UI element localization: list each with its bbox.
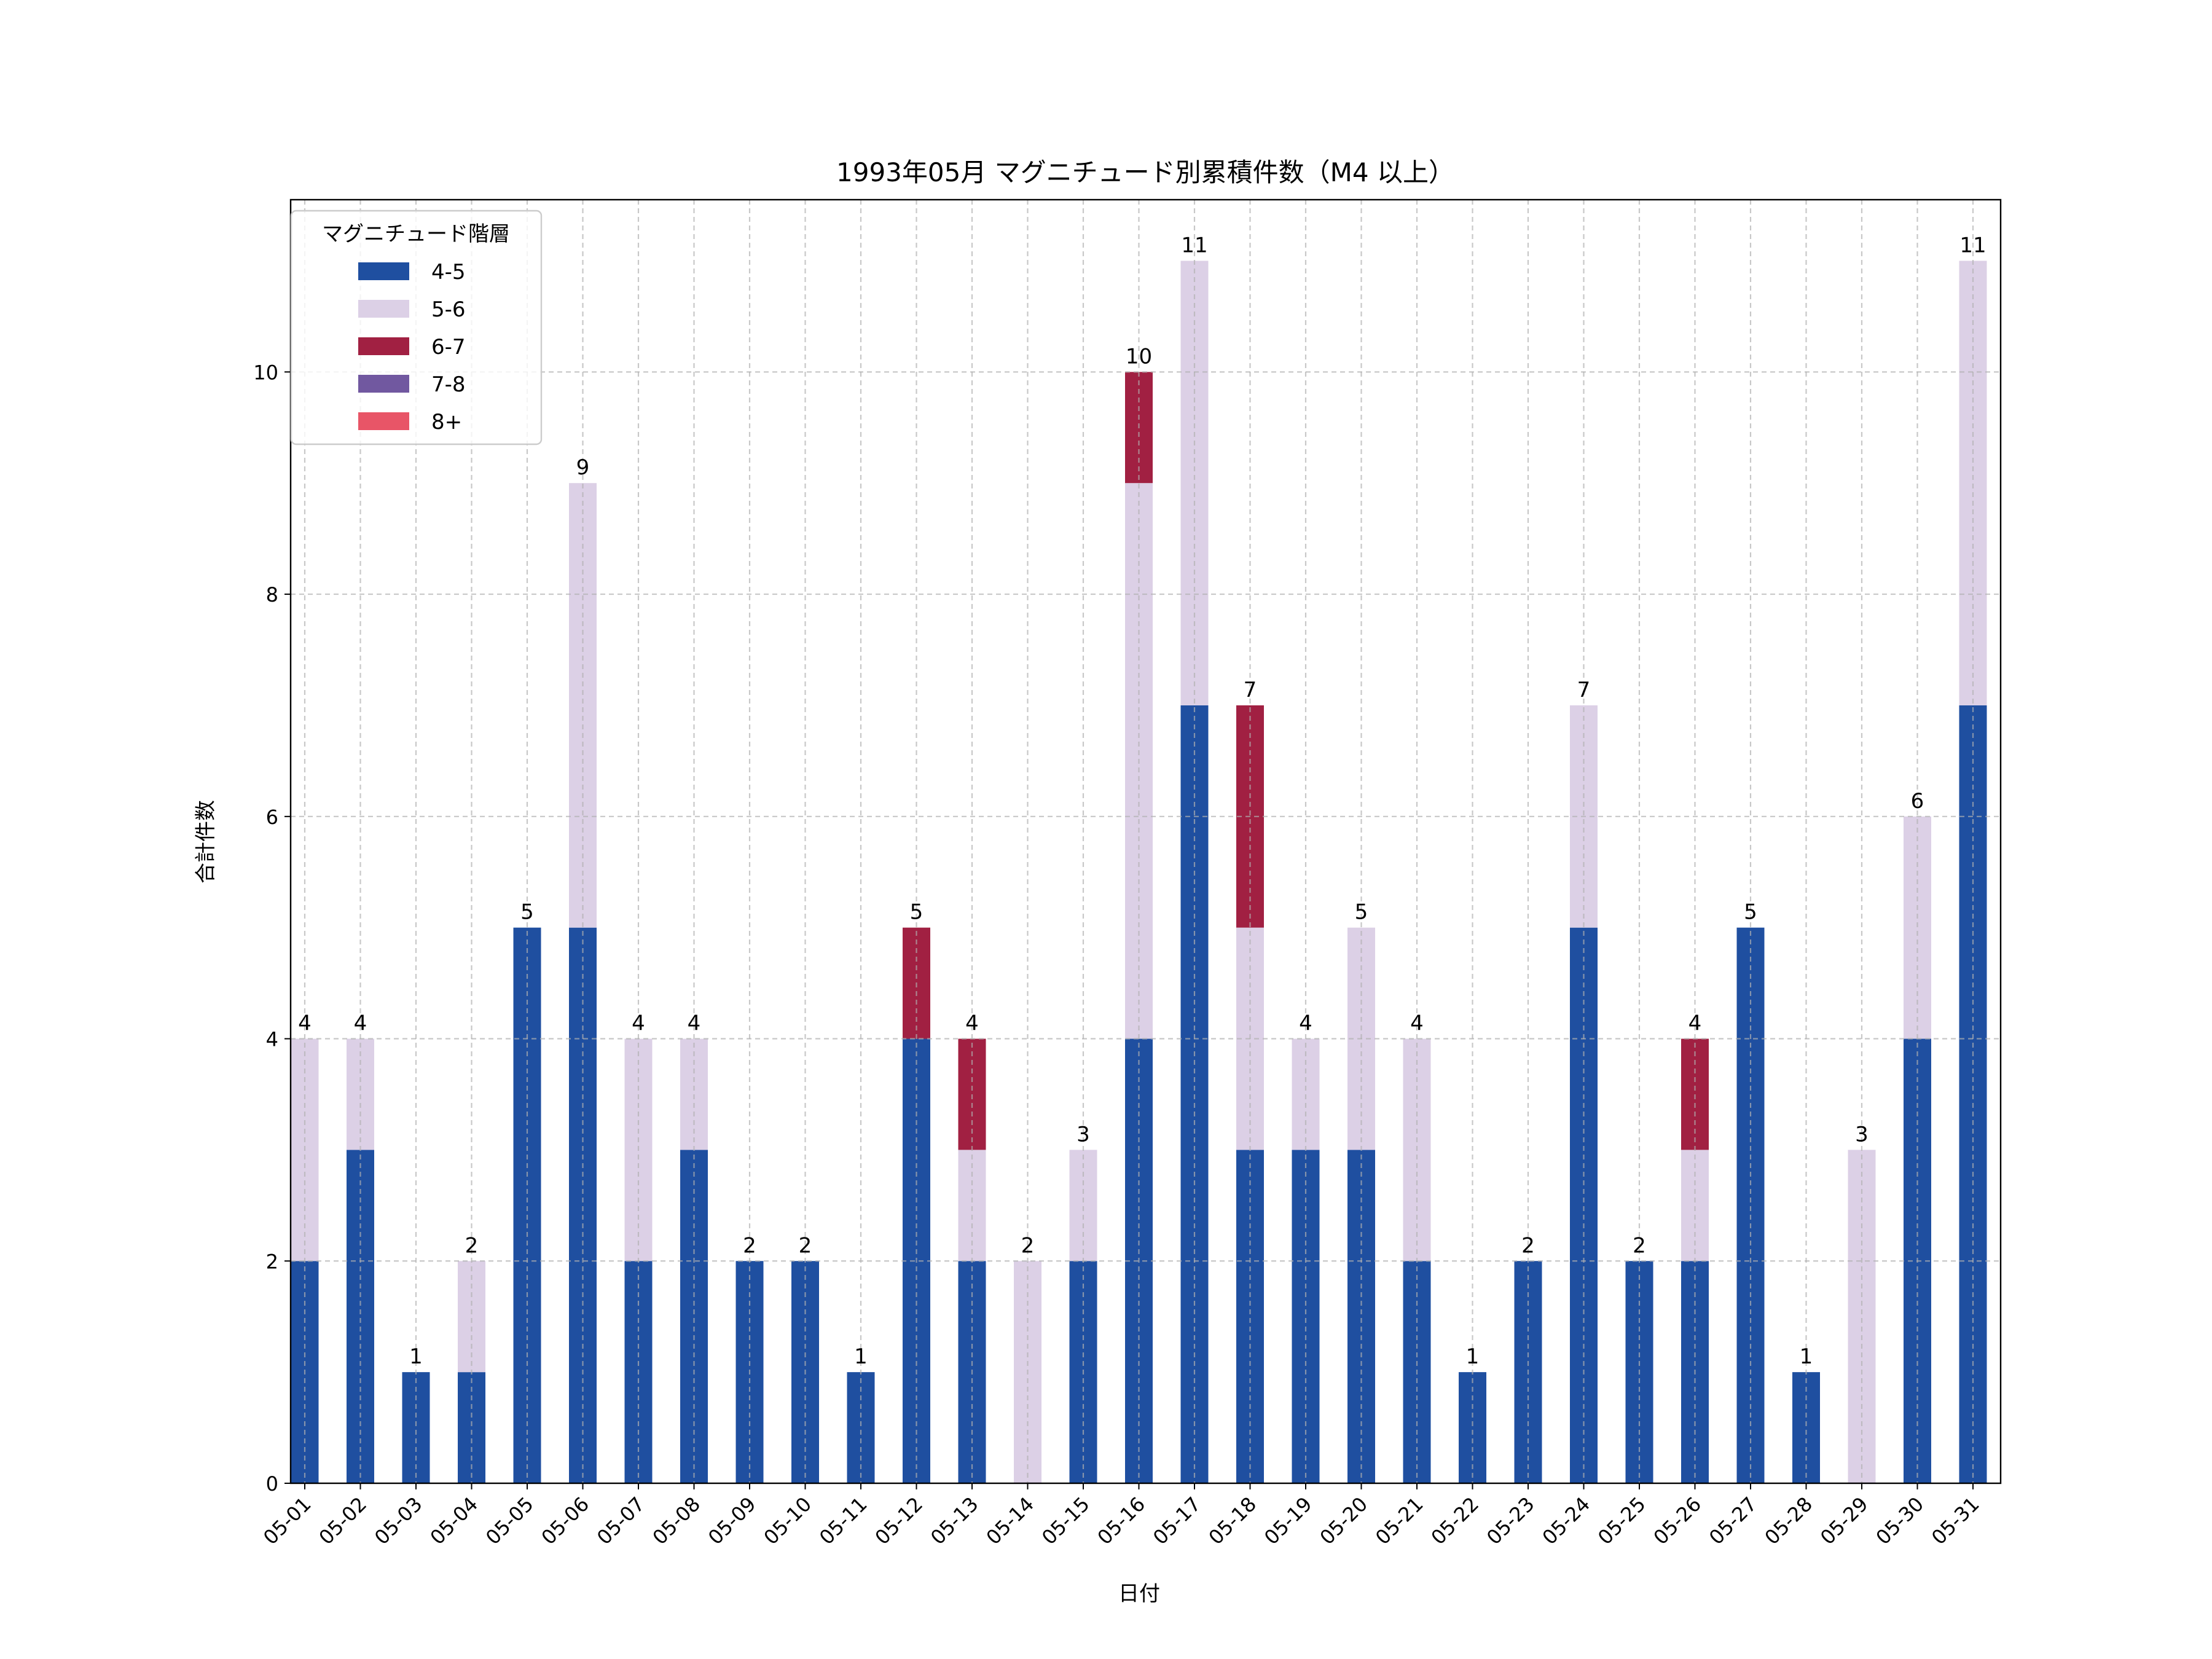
legend-title: マグニチュード階層 xyxy=(322,222,510,246)
legend-label-4-5: 4-5 xyxy=(431,260,466,284)
data-label-total: 1 xyxy=(1466,1344,1480,1369)
grid-layer xyxy=(291,200,2001,1483)
data-label-total: 4 xyxy=(354,1011,367,1036)
legend-swatch-5-6 xyxy=(358,300,409,318)
legend-frame xyxy=(290,210,543,445)
data-label-total: 4 xyxy=(298,1011,312,1036)
data-label-total: 2 xyxy=(1633,1233,1646,1258)
data-label-total: 3 xyxy=(1077,1122,1090,1147)
bar-segment-5-6-05-30 xyxy=(1904,816,1931,1039)
legend-label-7-8: 7-8 xyxy=(431,372,466,397)
legend-swatch-8+ xyxy=(358,412,409,430)
data-label-total: 5 xyxy=(1355,900,1368,925)
data-label-total: 1 xyxy=(854,1344,868,1369)
y-tick-label: 10 xyxy=(253,361,278,384)
x-axis-label: 日付 xyxy=(1118,1582,1160,1606)
data-label-total: 2 xyxy=(1021,1233,1035,1258)
data-label-total: 1 xyxy=(409,1344,423,1369)
bar-segment-4-5-05-19 xyxy=(1292,1150,1320,1483)
chart-title: 1993年05月 マグニチュード別累積件数（M4 以上） xyxy=(836,157,1454,187)
data-label-total: 3 xyxy=(1855,1122,1869,1147)
y-tick-label: 6 xyxy=(266,806,278,829)
data-label-total: 7 xyxy=(1577,678,1591,702)
y-tick-label: 2 xyxy=(266,1250,278,1273)
data-label-total: 4 xyxy=(965,1011,979,1036)
legend-swatch-4-5 xyxy=(358,262,409,280)
legend: マグニチュード階層 4-5 5-6 6-7 7-8 8+ xyxy=(290,210,543,445)
data-label-total: 11 xyxy=(1959,233,1986,257)
data-label-total: 2 xyxy=(743,1233,756,1258)
plot-frame xyxy=(289,198,2002,1484)
y-tick-label: 4 xyxy=(266,1028,278,1051)
y-tick-label: 0 xyxy=(266,1472,278,1496)
data-label-total: 2 xyxy=(799,1233,812,1258)
data-label-total: 9 xyxy=(576,455,590,480)
data-label-total: 5 xyxy=(910,900,924,925)
bar-segment-4-5-05-08 xyxy=(680,1150,708,1483)
bar-segment-4-5-05-20 xyxy=(1347,1150,1375,1483)
bar-segment-4-5-05-02 xyxy=(347,1150,374,1483)
bar-segment-4-5-05-18 xyxy=(1236,1150,1264,1483)
data-label-total: 10 xyxy=(1126,344,1152,369)
data-label-total: 4 xyxy=(1688,1011,1702,1036)
bar-segment-5-6-05-29 xyxy=(1848,1150,1876,1483)
data-label-total: 4 xyxy=(688,1011,701,1036)
legend-label-6-7: 6-7 xyxy=(431,335,466,359)
y-tick-label: 8 xyxy=(266,583,278,606)
data-label-total: 5 xyxy=(1744,900,1757,925)
legend-label-8+: 8+ xyxy=(431,410,462,434)
data-label-total: 7 xyxy=(1244,678,1257,702)
bar-segment-5-6-05-06 xyxy=(569,483,597,928)
legend-label-5-6: 5-6 xyxy=(431,297,466,322)
y-axis-label: 合計件数 xyxy=(194,800,218,884)
data-label-total: 5 xyxy=(520,900,534,925)
data-label-total: 2 xyxy=(465,1233,479,1258)
legend-swatch-7-8 xyxy=(358,375,409,393)
data-label-total: 4 xyxy=(1410,1011,1424,1036)
data-label-total: 6 xyxy=(1911,789,1924,814)
y-axis: 0 2 4 6 8 10 xyxy=(253,361,291,1496)
data-label-total: 11 xyxy=(1181,233,1207,257)
data-label-total: 1 xyxy=(1800,1344,1813,1369)
data-label-total: 2 xyxy=(1521,1233,1535,1258)
data-label-total: 4 xyxy=(632,1011,645,1036)
legend-swatch-6-7 xyxy=(358,337,409,355)
data-label-total: 4 xyxy=(1299,1011,1312,1036)
